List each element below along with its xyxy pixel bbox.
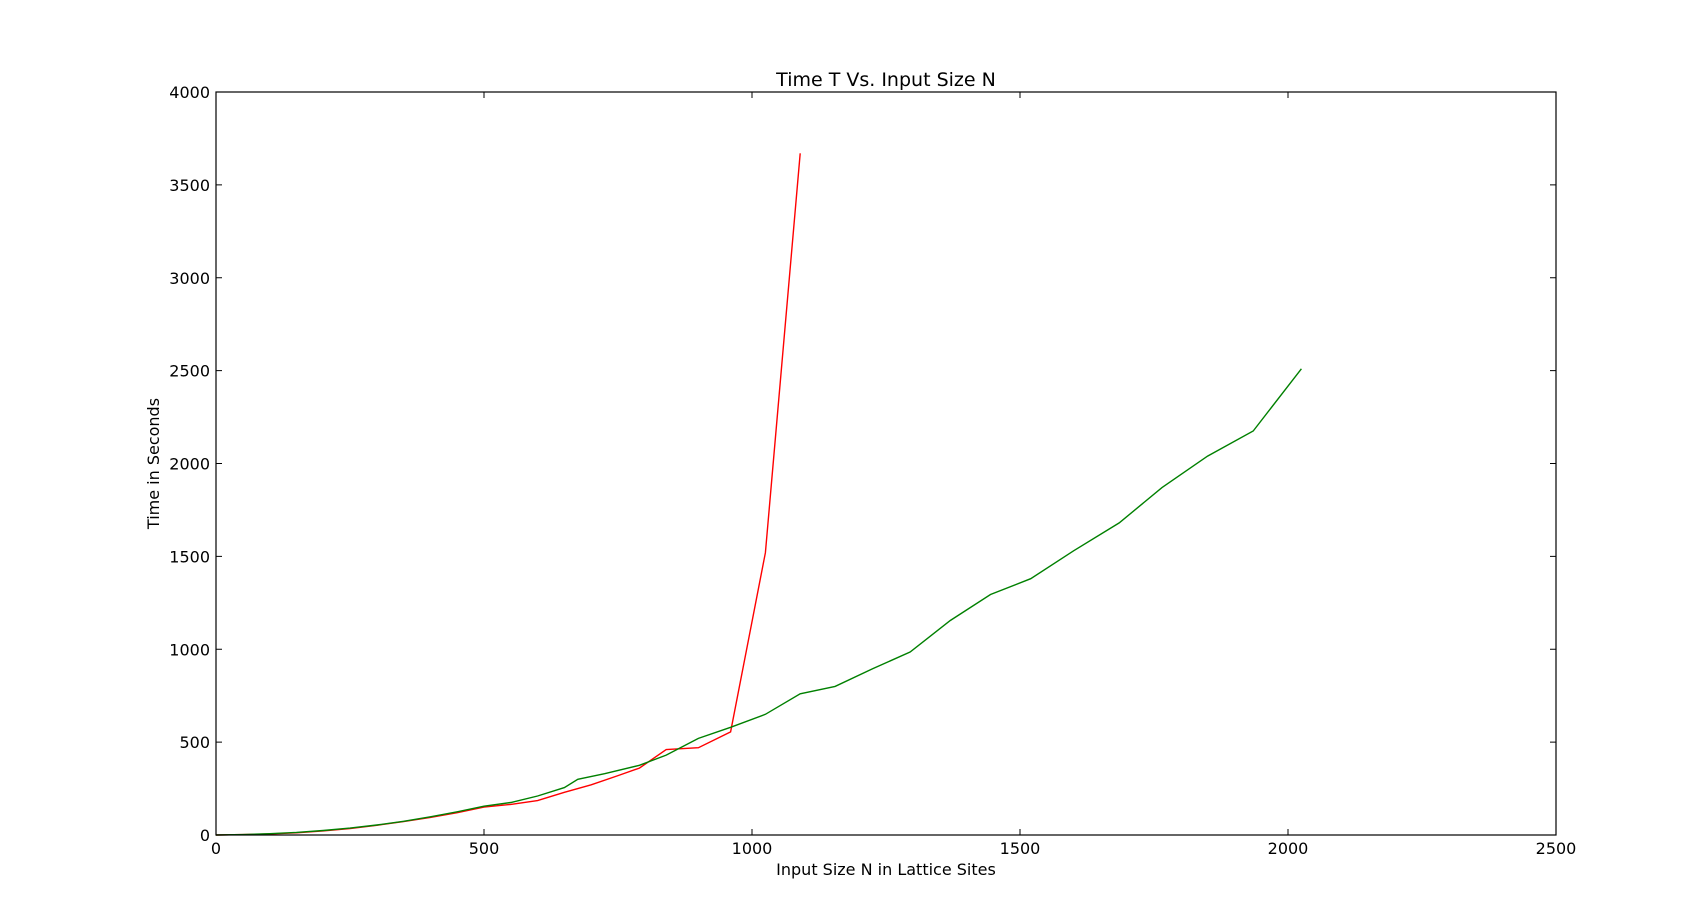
- y-tick-label: 1000: [169, 640, 210, 659]
- series-layer: [215, 153, 1302, 836]
- y-tick-label: 0: [200, 826, 210, 845]
- plot-frame: [215, 91, 1557, 836]
- y-tick-label: 3500: [169, 176, 210, 195]
- x-tick-label: 1500: [1000, 839, 1041, 858]
- y-tick-label: 2500: [169, 362, 210, 381]
- y-tick-label: 4000: [169, 83, 210, 102]
- y-tick-label: 2000: [169, 455, 210, 474]
- series-line-1: [215, 153, 801, 836]
- y-tick-label: 3000: [169, 269, 210, 288]
- x-tick-label: 2000: [1268, 839, 1309, 858]
- series-line-2: [215, 368, 1302, 836]
- chart-title: Time T Vs. Input Size N: [775, 69, 996, 91]
- y-tick-label: 500: [179, 733, 210, 752]
- x-tick-label: 0: [211, 839, 221, 858]
- x-tick-label: 500: [469, 839, 500, 858]
- y-axis-label: Time in Seconds: [144, 398, 163, 530]
- x-tick-label: 1000: [732, 839, 773, 858]
- y-tick-label: 1500: [169, 547, 210, 566]
- tick-layer: 0 500 1000 1500 2000 2500 0 500 1000 1500 2000 2500…: [169, 83, 1576, 858]
- x-axis-label: Input Size N in Lattice Sites: [776, 860, 996, 879]
- x-tick-label: 2500: [1536, 839, 1577, 858]
